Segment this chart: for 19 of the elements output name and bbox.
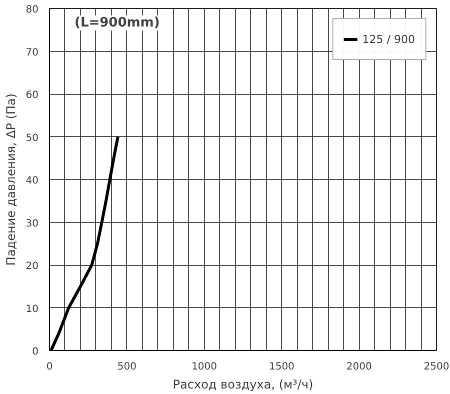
y-tick-label: 80	[26, 4, 39, 16]
y-tick-label: 60	[26, 90, 39, 101]
x-axis-title: Расход воздуха, (м³/ч)	[172, 378, 314, 392]
y-tick-label: 0	[32, 346, 39, 358]
x-tick-label: 1000	[192, 362, 218, 372]
y-tick-label: 50	[26, 132, 39, 144]
y-tick-label: 20	[26, 261, 39, 272]
x-tick-label: 500	[117, 362, 136, 372]
y-tick-label: 10	[26, 304, 39, 315]
x-tick-label: 2500	[424, 362, 450, 372]
text: (L=900mm)	[74, 16, 160, 30]
x-tick-label: 2000	[346, 362, 372, 372]
x-tick-label: 0	[46, 362, 53, 372]
y-tick-label: 30	[26, 218, 39, 230]
y-axis-title: Падение давления, ΔP (Па)	[4, 93, 18, 266]
y-tick-label: 70	[26, 47, 39, 58]
legend-label: 125 / 900	[362, 32, 415, 46]
y-tick-label: 40	[26, 176, 39, 186]
x-tick-label: 1500	[268, 362, 294, 372]
